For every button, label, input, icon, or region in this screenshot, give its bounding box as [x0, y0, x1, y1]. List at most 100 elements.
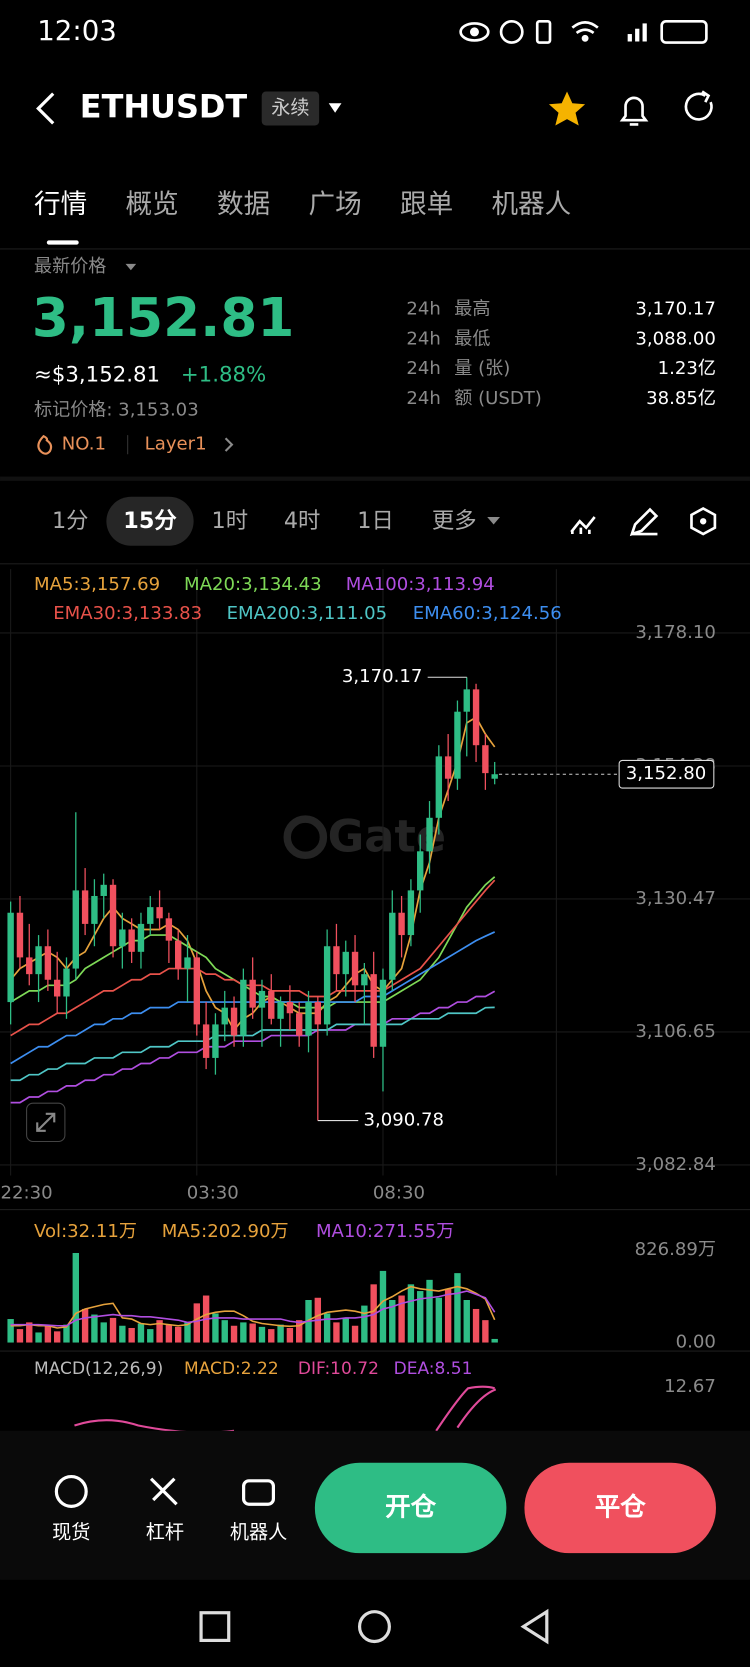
- margin-icon: [149, 1477, 178, 1506]
- back-button[interactable]: [36, 92, 55, 125]
- candle-body: [370, 974, 377, 1047]
- alert[interactable]: [619, 96, 649, 126]
- interval[interactable]: 1时: [212, 508, 249, 534]
- volume-bar: [379, 1270, 387, 1343]
- stat-value: 3,088.00: [635, 328, 716, 349]
- tool-label[interactable]: 杠杆: [146, 1520, 184, 1543]
- tab[interactable]: 跟单: [400, 189, 453, 220]
- candle-body: [53, 979, 61, 997]
- candle-body: [119, 929, 126, 947]
- volume-bar: [454, 1273, 461, 1343]
- expand-button[interactable]: [26, 1102, 66, 1143]
- nav-home[interactable]: [357, 1610, 391, 1644]
- nav-recent[interactable]: [199, 1611, 231, 1643]
- indicator-label: EMA60:3,124.56: [413, 603, 562, 624]
- interval[interactable]: 1日: [357, 508, 394, 534]
- volume-ma-line: [10, 1290, 496, 1327]
- candle-body: [230, 1007, 238, 1036]
- nav-back[interactable]: [520, 1608, 549, 1645]
- volume-bar: [277, 1324, 284, 1343]
- indicator-line: [10, 1006, 495, 1082]
- stat-value: 3,170.17: [635, 299, 716, 320]
- volume-ma-label: MA5:202.90万: [162, 1221, 289, 1242]
- favorite[interactable]: [548, 91, 586, 126]
- tab[interactable]: 广场: [309, 189, 362, 220]
- tab[interactable]: 概览: [126, 189, 179, 220]
- tab[interactable]: 机器人: [491, 189, 571, 220]
- macd-line: [435, 1385, 497, 1432]
- candle-body: [7, 912, 14, 1003]
- candle-body: [407, 890, 415, 936]
- candle-body: [491, 774, 498, 779]
- volume-bar: [323, 1313, 331, 1343]
- candle-body: [463, 689, 470, 712]
- volume-bar: [184, 1322, 191, 1343]
- fire-icon: [37, 434, 53, 455]
- interval[interactable]: 4时: [284, 508, 321, 534]
- candle-body: [165, 918, 173, 941]
- refresh[interactable]: [684, 90, 713, 121]
- close-button[interactable]: [524, 1462, 716, 1554]
- open-label: 开仓: [385, 1492, 437, 1522]
- interval[interactable]: 更多: [432, 508, 477, 534]
- interval-active: [106, 496, 194, 546]
- close-label: 平仓: [595, 1492, 647, 1522]
- indicator-label: EMA30:3,133.83: [53, 603, 202, 624]
- x-tick-label: 03:30: [187, 1183, 239, 1204]
- dropdown[interactable]: [487, 517, 500, 525]
- interval[interactable]: 15分: [123, 508, 177, 534]
- usd-price: ≈$3,152.81: [34, 363, 160, 388]
- tab[interactable]: 数据: [217, 189, 270, 220]
- draw-icon[interactable]: [629, 507, 659, 537]
- signal: [627, 23, 647, 42]
- candle-body: [379, 979, 387, 1047]
- dropdown[interactable]: [125, 263, 137, 271]
- volume-bar: [361, 1305, 368, 1343]
- candle-body: [193, 957, 201, 1025]
- volume-bar: [119, 1325, 126, 1343]
- candle-body: [472, 689, 480, 746]
- x-tick-label: 08:30: [373, 1183, 425, 1204]
- candle-body: [435, 756, 443, 818]
- candle-body: [128, 929, 135, 952]
- candle-body: [72, 890, 79, 969]
- tool-label[interactable]: 现货: [52, 1520, 90, 1543]
- candle-body: [333, 946, 340, 975]
- status-icons: [459, 19, 708, 44]
- open-button[interactable]: [314, 1462, 507, 1554]
- volume-bar: [482, 1320, 489, 1343]
- volume-bar: [72, 1252, 79, 1343]
- dropdown[interactable]: [328, 103, 342, 113]
- volume-bar: [426, 1279, 433, 1343]
- volume-bar: [389, 1300, 396, 1343]
- chevron[interactable]: [224, 437, 234, 452]
- candle-body: [398, 912, 405, 936]
- last-price: 3,152.81: [32, 287, 294, 349]
- low-label: 3,090.78: [364, 1110, 445, 1131]
- volume-bar: [472, 1308, 480, 1343]
- mark-price: 标记价格: 3,153.03: [34, 400, 199, 421]
- tool-label[interactable]: 机器人: [230, 1520, 287, 1543]
- macd-tick: 12.67: [664, 1376, 716, 1397]
- candle-body: [482, 745, 489, 774]
- interval[interactable]: 1分: [52, 508, 89, 534]
- tag-box: [261, 91, 320, 126]
- y-tick-label: 3,082.84: [635, 1154, 716, 1175]
- volume-tick-label: 0.00: [676, 1332, 716, 1353]
- volume-bar: [249, 1323, 256, 1343]
- expand-icon: [36, 1112, 56, 1132]
- settings-icon[interactable]: [690, 506, 717, 536]
- stat-period: 24h: [406, 358, 440, 379]
- candle-body: [351, 951, 359, 986]
- tab[interactable]: 行情: [34, 189, 87, 220]
- candle-body: [286, 1002, 294, 1014]
- volume-bar: [35, 1332, 42, 1343]
- stat-label: 最低: [454, 328, 490, 349]
- dea-value: DEA:8.51: [394, 1359, 473, 1379]
- candle-body: [389, 912, 396, 980]
- indicator-icon[interactable]: [570, 516, 596, 535]
- stat-period: 24h: [406, 328, 440, 349]
- volume-bar: [370, 1284, 377, 1343]
- candle-body: [184, 957, 191, 969]
